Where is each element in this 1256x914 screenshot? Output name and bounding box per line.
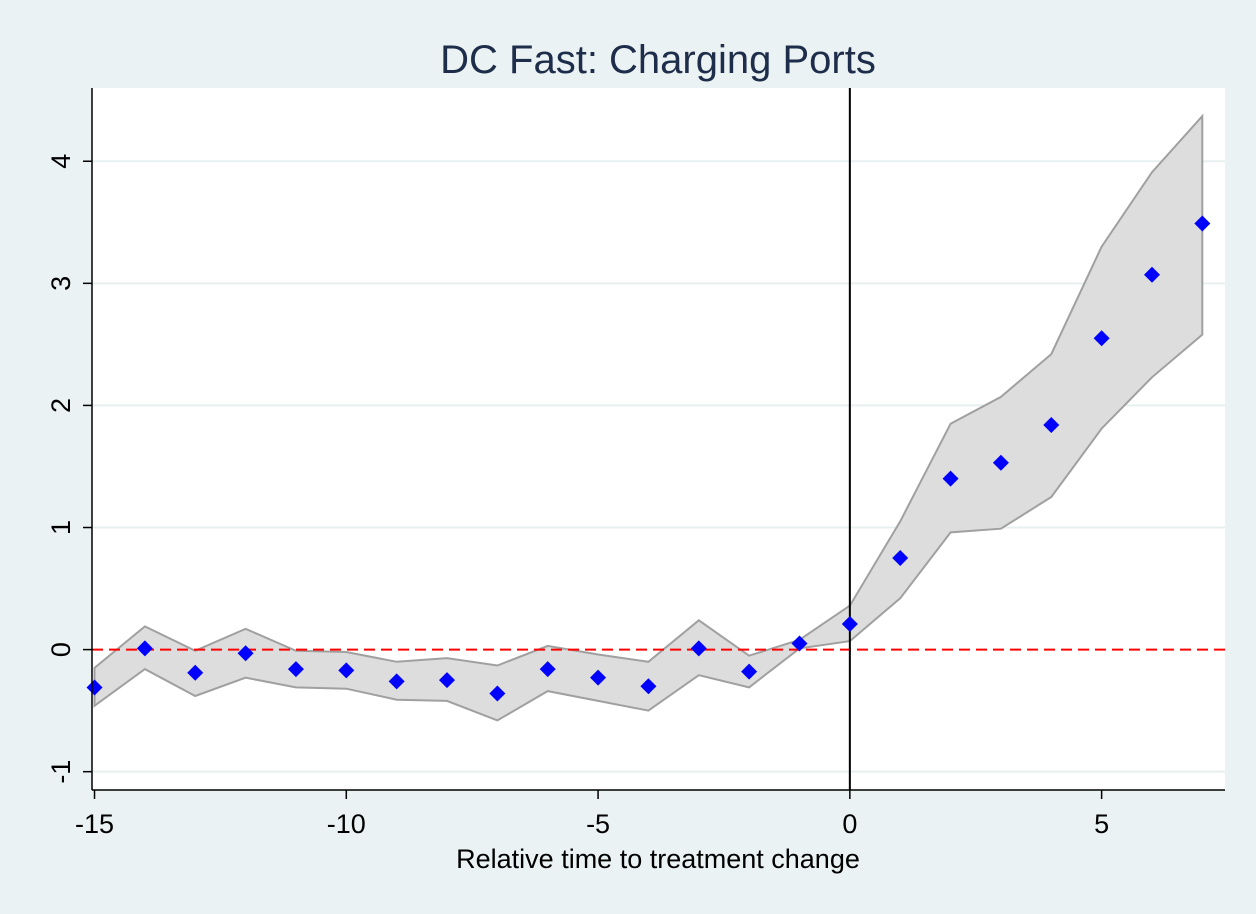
ci-band-layer xyxy=(93,113,1204,722)
data-point--11 xyxy=(287,661,304,678)
data-point-1 xyxy=(892,550,909,567)
data-point--4 xyxy=(640,678,657,695)
data-point-0 xyxy=(841,615,858,632)
data-point--13 xyxy=(187,664,204,681)
data-point-3 xyxy=(992,454,1009,471)
data-point--12 xyxy=(237,645,254,662)
y-tick-label-3: 3 xyxy=(46,276,76,291)
confidence-band xyxy=(93,113,1204,722)
data-point-7 xyxy=(1194,215,1211,232)
data-point--7 xyxy=(489,685,506,702)
chart-title: DC Fast: Charging Ports xyxy=(440,38,876,82)
data-point--10 xyxy=(338,662,355,679)
y-tick-label-2: 2 xyxy=(46,398,76,413)
x-tick-label--5: -5 xyxy=(586,809,610,839)
marker-layer xyxy=(86,215,1211,702)
data-point--9 xyxy=(388,673,405,690)
x-tick-label-5: 5 xyxy=(1094,809,1109,839)
y-tick-label--1: -1 xyxy=(46,760,76,784)
axis-layer xyxy=(91,88,1225,791)
data-point--15 xyxy=(86,679,103,696)
data-point--5 xyxy=(590,669,607,686)
y-tick-label-1: 1 xyxy=(46,520,76,535)
x-axis-label: Relative time to treatment change xyxy=(456,844,860,874)
y-tick-label-4: 4 xyxy=(46,154,76,169)
data-point--1 xyxy=(791,635,808,652)
data-point-2 xyxy=(942,470,959,487)
x-tick-label-0: 0 xyxy=(842,809,857,839)
x-tick-label--15: -15 xyxy=(75,809,114,839)
y-tick-label-0: 0 xyxy=(46,642,76,657)
data-point--3 xyxy=(690,640,707,657)
data-point-5 xyxy=(1093,330,1110,347)
data-point--2 xyxy=(741,663,758,680)
data-point--14 xyxy=(136,640,153,657)
x-tick-label--10: -10 xyxy=(327,809,366,839)
data-point--6 xyxy=(539,661,556,678)
reference-line-layer xyxy=(92,88,1225,790)
data-point-4 xyxy=(1043,416,1060,433)
data-point-6 xyxy=(1143,266,1160,283)
data-point--8 xyxy=(439,672,456,689)
